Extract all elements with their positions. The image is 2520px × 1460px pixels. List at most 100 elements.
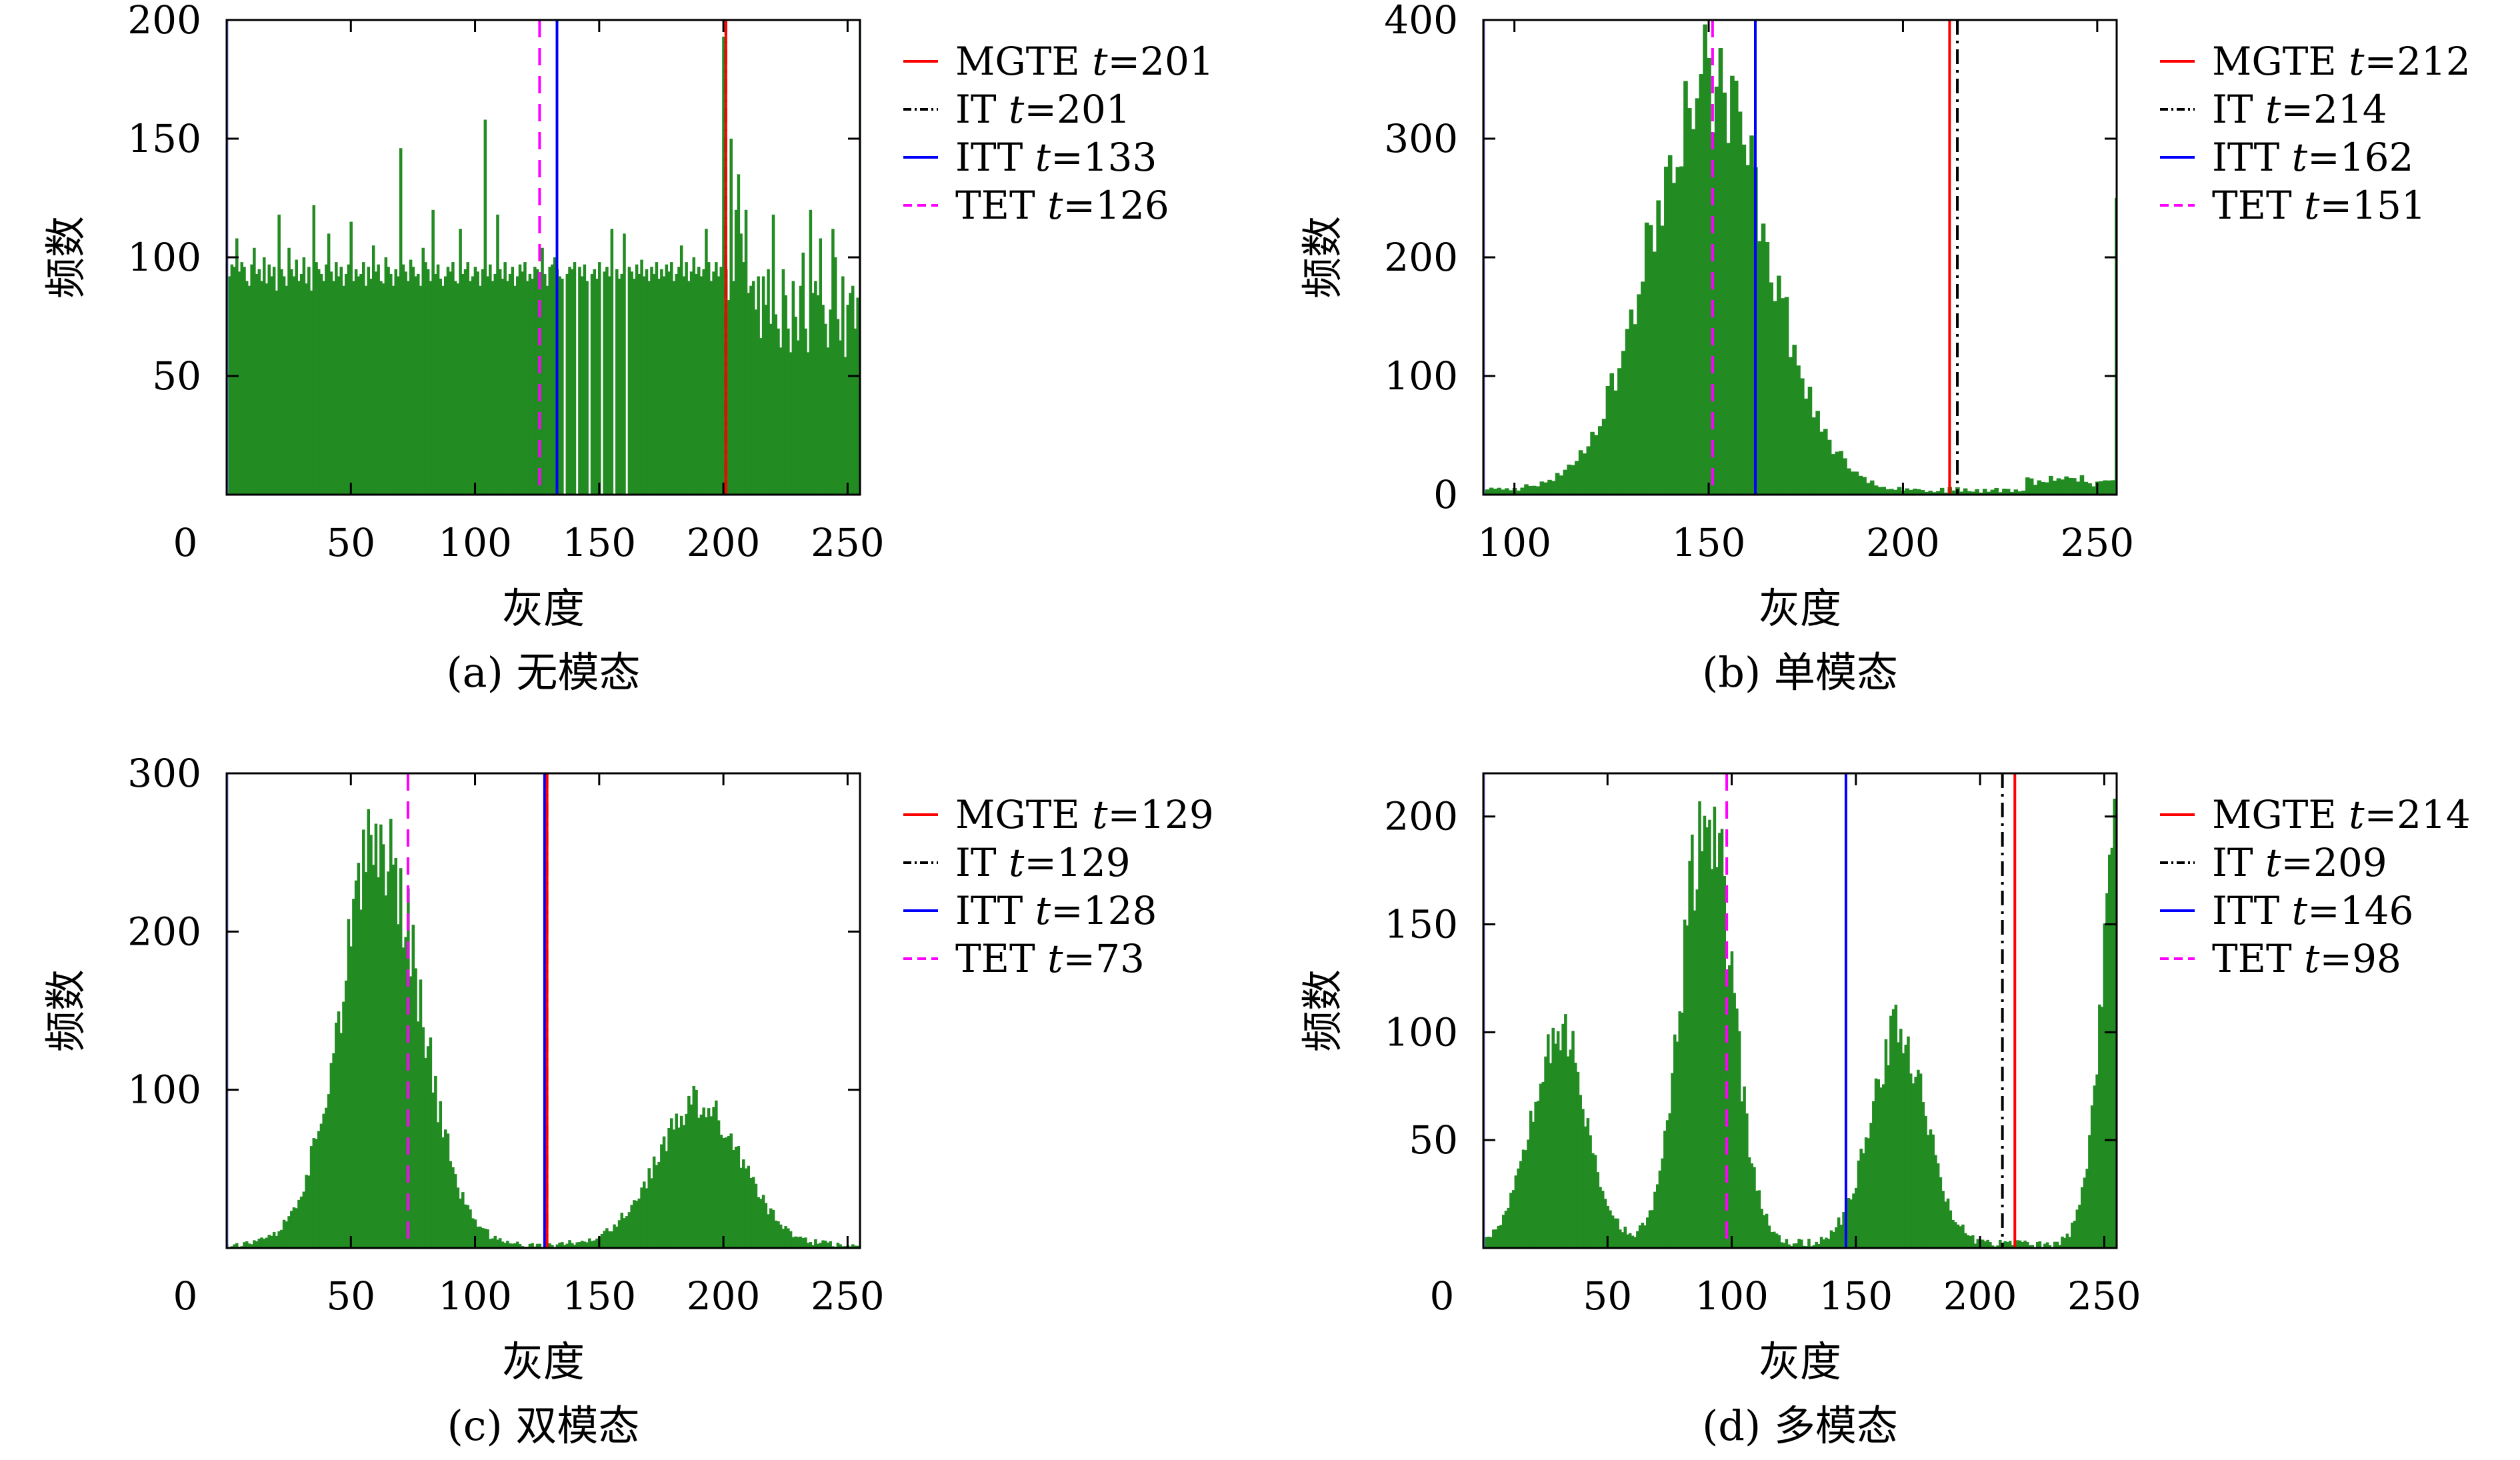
histogram-bar xyxy=(339,267,343,495)
y-tick-label: 200 xyxy=(127,909,201,954)
histogram-bar xyxy=(767,1214,770,1248)
histogram-bar xyxy=(1660,225,1665,495)
histogram-bar xyxy=(801,1237,805,1248)
histogram-bar xyxy=(2025,477,2030,495)
histogram-bar xyxy=(1715,867,1719,1248)
histogram-bar xyxy=(282,276,286,495)
histogram-bar xyxy=(2023,1240,2027,1248)
histogram-bar xyxy=(1573,1063,1577,1248)
histogram-bar xyxy=(2073,1221,2077,1248)
histogram-bar xyxy=(717,1120,721,1248)
histogram-bar xyxy=(1703,815,1707,1248)
histogram-bar xyxy=(650,1178,653,1248)
histogram-bar xyxy=(1761,223,1766,495)
histogram-bar xyxy=(1811,417,1817,495)
histogram-bar xyxy=(503,1243,507,1248)
histogram-bar xyxy=(528,1243,532,1248)
y-tick-label: 300 xyxy=(127,751,201,796)
histogram-bar xyxy=(1549,1063,1553,1248)
histogram-bar xyxy=(2093,1085,2097,1248)
histogram-bar xyxy=(1777,1235,1781,1248)
histogram-bar xyxy=(439,1101,443,1248)
histogram-bar xyxy=(1648,225,1653,495)
histogram-bar xyxy=(299,1196,303,1248)
legend-entry-it: IT t=129 xyxy=(955,840,1131,885)
histogram-bar xyxy=(377,264,380,495)
histogram-bar xyxy=(374,823,378,1248)
histogram-bar xyxy=(250,264,253,495)
histogram-bar xyxy=(799,285,803,495)
histogram-bar xyxy=(829,309,832,495)
histogram-bar xyxy=(1959,491,1964,495)
histogram-bar xyxy=(1599,1187,1602,1248)
histogram-bar xyxy=(371,245,375,495)
histogram-bar xyxy=(1866,483,1871,495)
histogram-bar xyxy=(1487,1236,1491,1248)
histogram-bar xyxy=(354,269,358,495)
histogram-bar xyxy=(387,871,390,1248)
histogram-bar xyxy=(243,1242,246,1248)
histogram-bar xyxy=(637,273,641,495)
histogram-bar xyxy=(1921,1102,1925,1248)
histogram-bar xyxy=(347,919,351,1248)
histogram-bar xyxy=(643,1181,646,1248)
histogram-bar xyxy=(1842,1212,1845,1248)
x-axis-label: 灰度 xyxy=(502,1337,585,1386)
histogram-bar xyxy=(1621,1232,1625,1248)
histogram-bar xyxy=(1551,481,1556,495)
histogram-bar xyxy=(2091,486,2096,495)
histogram-bar xyxy=(1852,1193,1855,1248)
histogram-bar xyxy=(230,264,234,495)
histogram-bar xyxy=(364,872,368,1248)
histogram-bar xyxy=(672,1129,676,1248)
histogram-bar xyxy=(1939,487,1945,495)
histogram-bar xyxy=(2063,1237,2067,1248)
histogram-bar xyxy=(757,1197,760,1248)
histogram-bar xyxy=(473,267,477,495)
histogram-bar xyxy=(2058,1245,2061,1248)
histogram-bar xyxy=(1780,1242,1783,1248)
histogram-bar xyxy=(578,1242,581,1248)
histogram-bar xyxy=(516,1241,519,1248)
histogram-bar xyxy=(689,1104,693,1248)
histogram-bar xyxy=(257,269,261,495)
histogram-bar xyxy=(1753,1167,1756,1248)
x-tick-label: 250 xyxy=(811,520,885,565)
histogram-bar xyxy=(1675,167,1681,495)
histogram-bar xyxy=(1953,1222,1957,1248)
histogram-bar xyxy=(1493,489,1498,495)
histogram-bar xyxy=(295,1208,298,1248)
histogram-bar xyxy=(715,1100,718,1248)
histogram-bar xyxy=(1571,465,1575,495)
histogram-bar xyxy=(1823,429,1828,495)
y-tick-label: 100 xyxy=(1384,353,1458,399)
histogram-bar xyxy=(2002,489,2007,495)
histogram-bar xyxy=(315,1139,318,1248)
histogram-bar xyxy=(367,267,371,495)
histogram-bar xyxy=(446,1133,450,1248)
histogram-bar xyxy=(401,264,405,495)
histogram-bar xyxy=(531,1243,534,1248)
histogram-bar xyxy=(1708,819,1711,1248)
histogram-bar xyxy=(1931,1134,1935,1248)
histogram-bar xyxy=(421,247,425,495)
histogram-bar xyxy=(1524,1150,1527,1248)
histogram-bar xyxy=(1967,491,1972,495)
histogram-bar xyxy=(2053,1241,2057,1248)
histogram-bar xyxy=(670,262,673,495)
histogram-bar xyxy=(541,247,544,495)
histogram-bar xyxy=(719,1135,723,1248)
histogram-bar xyxy=(479,1226,482,1248)
histogram-bar xyxy=(1773,1231,1776,1248)
histogram-bar xyxy=(744,1168,748,1248)
histogram-bar xyxy=(379,281,383,495)
histogram-bar xyxy=(1579,1095,1582,1248)
histogram-bar xyxy=(1664,167,1669,495)
histogram-bar xyxy=(1718,833,1721,1248)
histogram-bar xyxy=(2083,1177,2087,1248)
x-tick-label: 200 xyxy=(687,1273,761,1319)
histogram-bar xyxy=(481,1228,485,1248)
histogram-bar xyxy=(453,281,457,495)
y-axis-label: 频数 xyxy=(1298,969,1347,1052)
